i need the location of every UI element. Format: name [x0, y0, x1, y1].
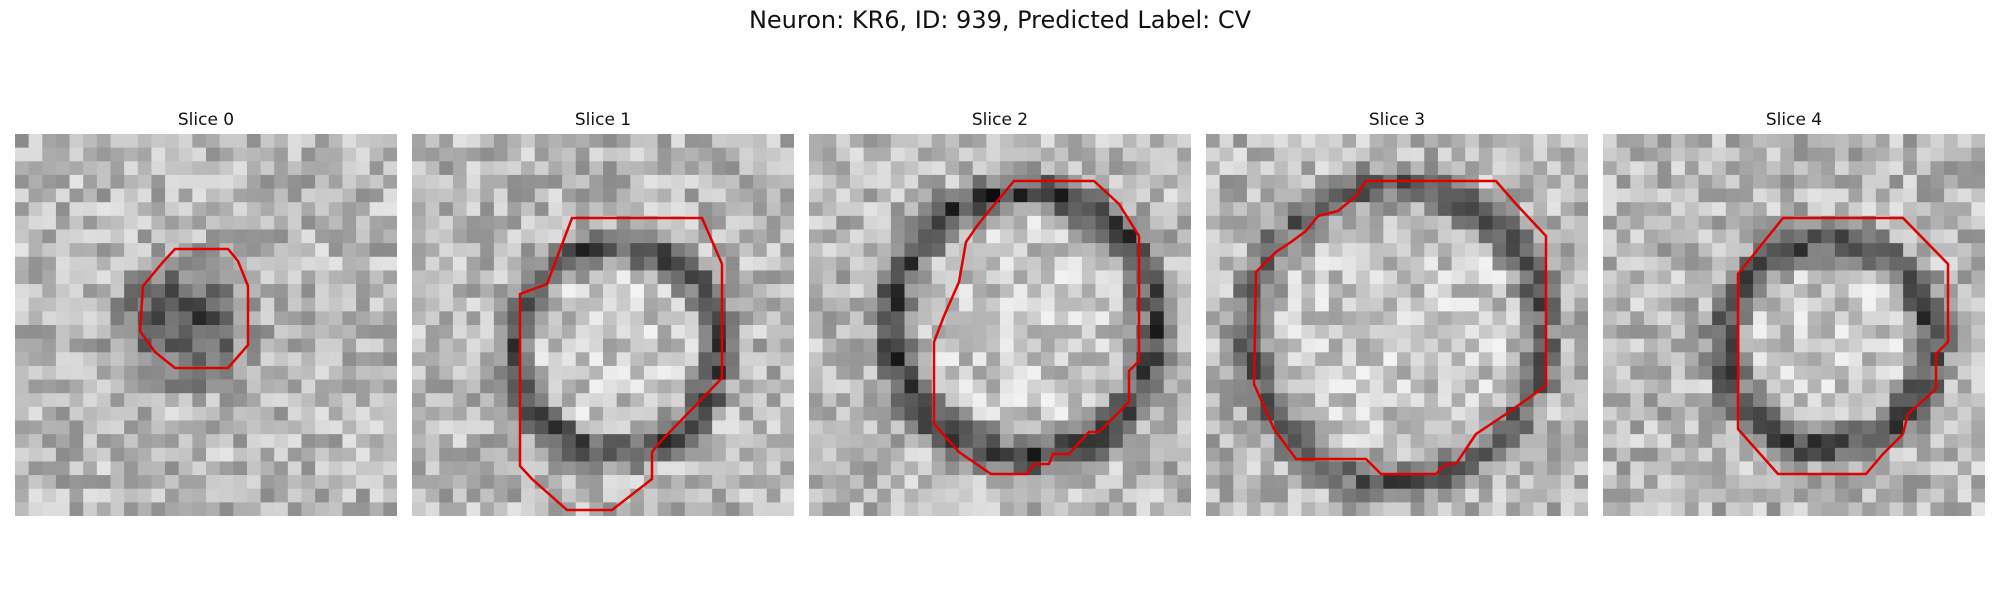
grayscale-pixels: [412, 134, 794, 516]
slice-svg: [1603, 134, 1985, 516]
roi-contour: [518, 216, 724, 512]
slice-panel-1: Slice 1: [412, 108, 794, 516]
grayscale-pixels: [15, 134, 397, 516]
slice-image: [809, 134, 1191, 516]
slice-title: Slice 1: [574, 110, 632, 130]
slice-svg: [15, 134, 397, 516]
slice-panel-2: Slice 2: [809, 108, 1191, 516]
grayscale-pixels: [1603, 134, 1985, 516]
grayscale-pixels: [809, 134, 1191, 516]
slice-image: [15, 134, 397, 516]
slice-image: [1603, 134, 1985, 516]
slice-panel-4: Slice 4: [1603, 108, 1985, 516]
slice-panel-3: Slice 3: [1206, 108, 1588, 516]
slice-title: Slice 4: [1765, 110, 1823, 130]
grayscale-pixels: [1206, 134, 1588, 516]
slice-svg: [412, 134, 794, 516]
figure-title: Neuron: KR6, ID: 939, Predicted Label: C…: [748, 6, 1252, 34]
slice-title: Slice 3: [1368, 110, 1426, 130]
slice-svg: [809, 134, 1191, 516]
slice-image: [1206, 134, 1588, 516]
slice-image: [412, 134, 794, 516]
roi-contour: [138, 247, 250, 370]
roi-contour: [1736, 216, 1950, 476]
roi-contour: [1252, 179, 1548, 476]
slice-title: Slice 0: [177, 110, 235, 130]
slice-panel-0: Slice 0: [15, 108, 397, 516]
roi-contour: [932, 179, 1141, 476]
slice-title: Slice 2: [971, 110, 1029, 130]
slice-svg: [1206, 134, 1588, 516]
